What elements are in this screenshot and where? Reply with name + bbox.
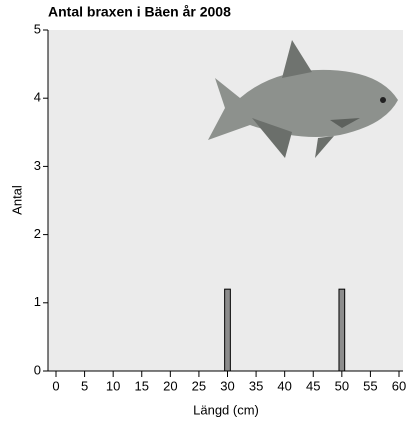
y-tick-label: 3 <box>34 158 41 173</box>
x-tick-label: 30 <box>220 378 234 393</box>
y-axis-label: Antal <box>9 185 24 215</box>
x-tick-label: 50 <box>335 378 349 393</box>
y-tick-label: 0 <box>34 362 41 377</box>
bar <box>224 288 231 372</box>
fish-illustration <box>208 40 398 158</box>
x-tick-label: 40 <box>277 378 291 393</box>
y-tick-label: 4 <box>34 90 41 105</box>
x-tick-label: 55 <box>363 378 377 393</box>
x-tick-label: 45 <box>306 378 320 393</box>
x-axis-label: Längd (cm) <box>193 402 259 417</box>
x-tick-label: 10 <box>106 378 120 393</box>
x-tick-label: 0 <box>52 378 59 393</box>
bar <box>338 288 346 372</box>
y-tick-label: 1 <box>34 294 41 309</box>
chart-title: Antal braxen i Bäen år 2008 <box>48 4 231 20</box>
x-tick-label: 25 <box>192 378 206 393</box>
y-tick-label: 2 <box>34 226 41 241</box>
x-tick-label: 5 <box>81 378 88 393</box>
x-tick-label: 35 <box>249 378 263 393</box>
y-tick-label: 5 <box>34 21 41 36</box>
x-tick-label: 15 <box>135 378 149 393</box>
x-tick-label: 20 <box>163 378 177 393</box>
x-tick-label: 60 <box>392 378 406 393</box>
